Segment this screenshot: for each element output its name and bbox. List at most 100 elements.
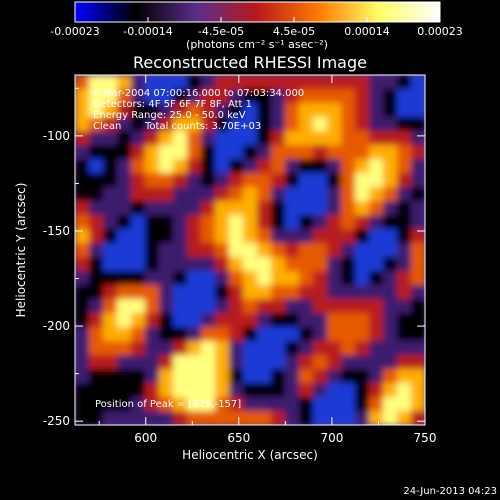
image-pixel xyxy=(397,89,412,104)
image-pixel xyxy=(75,285,90,300)
timestamp: 24-Jun-2013 04:23 xyxy=(403,486,497,497)
image-pixel xyxy=(271,327,286,342)
image-pixel xyxy=(229,229,244,244)
image-pixel xyxy=(159,355,174,370)
image-pixel xyxy=(257,229,272,244)
image-pixel xyxy=(397,271,412,286)
image-pixel xyxy=(355,355,370,370)
image-pixel xyxy=(131,271,146,286)
image-pixel xyxy=(243,89,258,104)
image-pixel xyxy=(313,397,328,412)
image-pixel xyxy=(159,201,174,216)
image-pixel xyxy=(271,173,286,188)
image-pixel xyxy=(369,327,384,342)
image-pixel xyxy=(397,369,412,384)
image-pixel xyxy=(89,271,104,286)
image-pixel xyxy=(313,89,328,104)
image-pixel xyxy=(341,201,356,216)
image-pixel xyxy=(75,215,90,230)
x-tick-label: 650 xyxy=(227,431,250,445)
image-pixel xyxy=(201,383,216,398)
image-pixel xyxy=(327,257,342,272)
image-pixel xyxy=(285,341,300,356)
image-pixel xyxy=(229,159,244,174)
image-pixel xyxy=(285,173,300,188)
image-pixel xyxy=(299,313,314,328)
image-pixel xyxy=(257,313,272,328)
image-pixel xyxy=(243,201,258,216)
info-detectors: Detectors: 4F 5F 6F 7F 8F, Att 1 xyxy=(93,99,252,110)
image-pixel xyxy=(117,243,132,258)
image-pixel xyxy=(145,229,160,244)
image-pixel xyxy=(131,313,146,328)
image-pixel xyxy=(131,299,146,314)
image-pixel xyxy=(369,103,384,118)
image-pixel xyxy=(313,257,328,272)
image-pixel xyxy=(173,75,188,90)
image-pixel xyxy=(187,103,202,118)
image-pixel xyxy=(89,257,104,272)
image-pixel xyxy=(75,89,90,104)
image-pixel xyxy=(173,383,188,398)
image-pixel xyxy=(313,243,328,258)
image-pixel xyxy=(383,383,398,398)
image-pixel xyxy=(355,159,370,174)
image-pixel xyxy=(285,369,300,384)
image-pixel xyxy=(117,313,132,328)
image-pixel xyxy=(89,369,104,384)
image-pixel xyxy=(341,229,356,244)
image-pixel xyxy=(131,327,146,342)
image-pixel xyxy=(257,411,272,425)
image-pixel xyxy=(103,327,118,342)
image-pixel xyxy=(313,201,328,216)
image-pixel xyxy=(397,201,412,216)
image-pixel xyxy=(327,117,342,132)
image-pixel xyxy=(145,271,160,286)
image-pixel xyxy=(355,397,370,412)
image-pixel xyxy=(145,215,160,230)
image-pixel xyxy=(173,355,188,370)
image-pixel xyxy=(75,187,90,202)
image-pixel xyxy=(243,257,258,272)
image-pixel xyxy=(243,229,258,244)
image-pixel xyxy=(201,355,216,370)
image-pixel xyxy=(369,159,384,174)
image-pixel xyxy=(187,201,202,216)
image-pixel xyxy=(103,229,118,244)
image-pixel xyxy=(243,215,258,230)
image-pixel xyxy=(243,355,258,370)
image-pixel xyxy=(341,215,356,230)
image-pixel xyxy=(131,173,146,188)
image-pixel xyxy=(327,173,342,188)
image-pixel xyxy=(173,103,188,118)
image-pixel xyxy=(299,75,314,90)
image-pixel xyxy=(299,397,314,412)
image-pixel xyxy=(201,369,216,384)
image-pixel xyxy=(201,215,216,230)
image-pixel xyxy=(299,383,314,398)
image-pixel xyxy=(103,187,118,202)
image-pixel xyxy=(383,75,398,90)
image-pixel xyxy=(271,215,286,230)
image-pixel xyxy=(89,327,104,342)
image-pixel xyxy=(271,369,286,384)
image-pixel xyxy=(397,313,412,328)
image-pixel xyxy=(383,229,398,244)
image-pixel xyxy=(75,117,90,132)
image-pixel xyxy=(327,215,342,230)
image-pixel xyxy=(173,285,188,300)
image-pixel xyxy=(355,229,370,244)
image-pixel xyxy=(411,243,425,258)
image-pixel xyxy=(355,299,370,314)
image-pixel xyxy=(299,285,314,300)
image-pixel xyxy=(369,383,384,398)
image-pixel xyxy=(411,229,425,244)
image-pixel xyxy=(369,313,384,328)
image-pixel xyxy=(313,145,328,160)
image-pixel xyxy=(173,201,188,216)
image-pixel xyxy=(159,117,174,132)
image-pixel xyxy=(411,285,425,300)
image-pixel xyxy=(173,159,188,174)
